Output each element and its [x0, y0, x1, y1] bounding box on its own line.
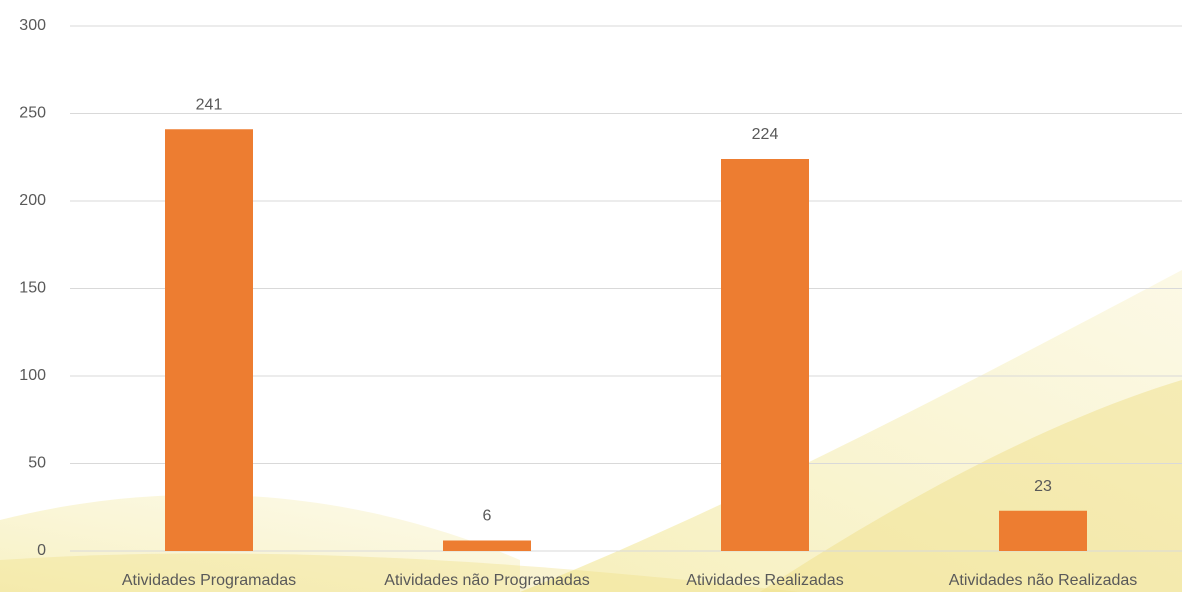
y-tick-label: 50	[28, 455, 46, 472]
bar	[999, 510, 1087, 551]
y-tick-label: 300	[19, 17, 46, 34]
data-label: 6	[483, 508, 492, 525]
y-tick-label: 200	[19, 192, 46, 209]
data-label: 23	[1034, 478, 1052, 495]
x-tick-label: Atividades Programadas	[122, 572, 296, 589]
bar	[721, 159, 809, 551]
data-label: 241	[196, 96, 223, 113]
y-tick-label: 150	[19, 280, 46, 297]
x-tick-label: Atividades Realizadas	[686, 572, 843, 589]
bar	[443, 540, 531, 551]
y-tick-label: 250	[19, 105, 46, 122]
bar	[165, 129, 253, 551]
x-tick-label: Atividades não Realizadas	[949, 572, 1138, 589]
y-tick-label: 0	[37, 542, 46, 559]
y-tick-label: 100	[19, 367, 46, 384]
data-label: 224	[752, 126, 779, 143]
x-tick-label: Atividades não Programadas	[384, 572, 589, 589]
